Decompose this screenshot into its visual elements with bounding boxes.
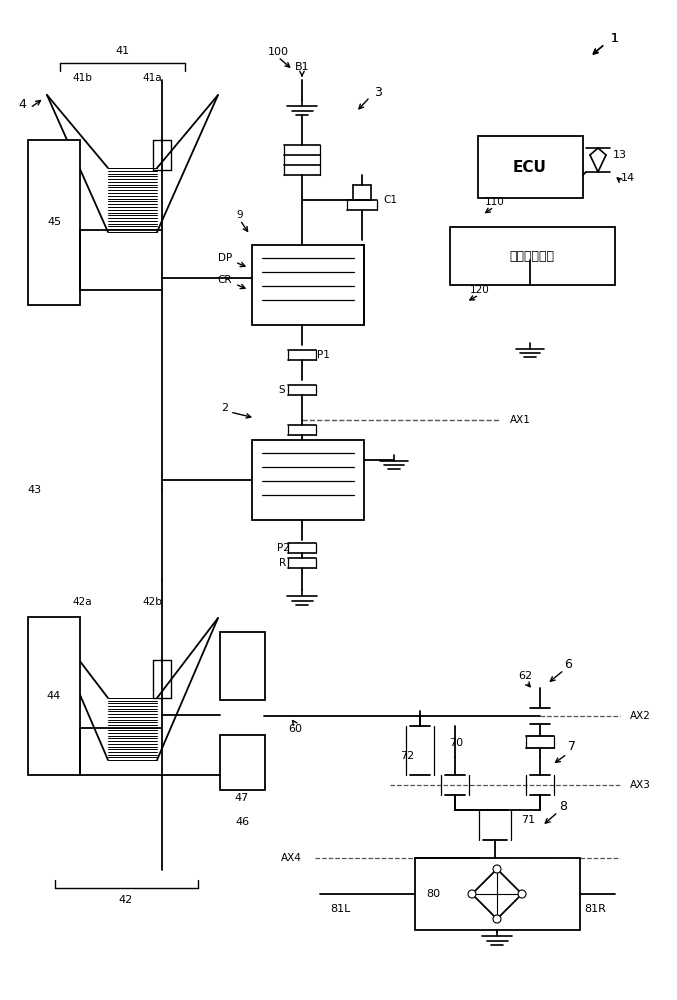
Text: 14: 14: [621, 173, 635, 183]
Text: 71: 71: [521, 815, 535, 825]
Text: 42a: 42a: [72, 597, 92, 607]
Text: 3: 3: [374, 86, 382, 99]
Circle shape: [493, 865, 501, 873]
Text: 7: 7: [568, 740, 576, 754]
Text: ECU: ECU: [513, 159, 547, 174]
Text: 72: 72: [400, 751, 414, 761]
Text: 8: 8: [559, 800, 567, 812]
Text: 70: 70: [449, 738, 463, 748]
Text: 81R: 81R: [584, 904, 606, 914]
Text: 41a: 41a: [142, 73, 162, 83]
Text: 2: 2: [221, 403, 229, 413]
Text: 46: 46: [235, 817, 249, 827]
Text: CR: CR: [217, 275, 232, 285]
Text: 41b: 41b: [72, 73, 92, 83]
Text: 100: 100: [267, 47, 288, 57]
Text: 1: 1: [611, 31, 619, 44]
Bar: [252, 245, 364, 325]
Text: R: R: [280, 558, 286, 568]
Text: AX1: AX1: [510, 415, 531, 425]
Text: 81L: 81L: [330, 904, 350, 914]
Text: 9: 9: [237, 210, 243, 220]
Text: 43: 43: [28, 485, 42, 495]
Text: 45: 45: [47, 217, 61, 227]
Text: 47: 47: [235, 793, 249, 803]
Text: AX4: AX4: [281, 853, 302, 863]
Bar: [450, 227, 615, 285]
Text: 6: 6: [564, 658, 572, 670]
Text: AX3: AX3: [630, 780, 651, 790]
Text: 80: 80: [426, 889, 440, 899]
Circle shape: [518, 890, 526, 898]
Text: P2: P2: [277, 543, 290, 553]
Text: 120: 120: [470, 285, 490, 295]
Text: 42b: 42b: [142, 597, 162, 607]
Text: 4: 4: [18, 99, 26, 111]
Text: 41: 41: [115, 46, 129, 56]
Text: S: S: [279, 385, 285, 395]
Circle shape: [493, 915, 501, 923]
Bar: [28, 617, 80, 775]
Text: C1: C1: [383, 195, 397, 205]
Text: DP: DP: [218, 253, 232, 263]
Text: 1: 1: [611, 31, 619, 44]
Text: 44: 44: [47, 691, 61, 701]
Bar: [478, 136, 583, 198]
Bar: [220, 632, 265, 700]
Text: 110: 110: [485, 197, 505, 207]
Text: 油压控制装置: 油压控制装置: [510, 249, 554, 262]
Text: 13: 13: [613, 150, 627, 160]
Text: 60: 60: [288, 724, 302, 734]
Text: P1: P1: [317, 350, 330, 360]
Bar: [415, 858, 580, 930]
Circle shape: [468, 890, 476, 898]
Text: AX2: AX2: [630, 711, 651, 721]
Text: 42: 42: [119, 895, 133, 905]
Text: B1: B1: [294, 62, 309, 72]
Bar: [252, 440, 364, 520]
Bar: [220, 735, 265, 790]
Bar: [28, 140, 80, 305]
Text: 62: 62: [518, 671, 532, 681]
